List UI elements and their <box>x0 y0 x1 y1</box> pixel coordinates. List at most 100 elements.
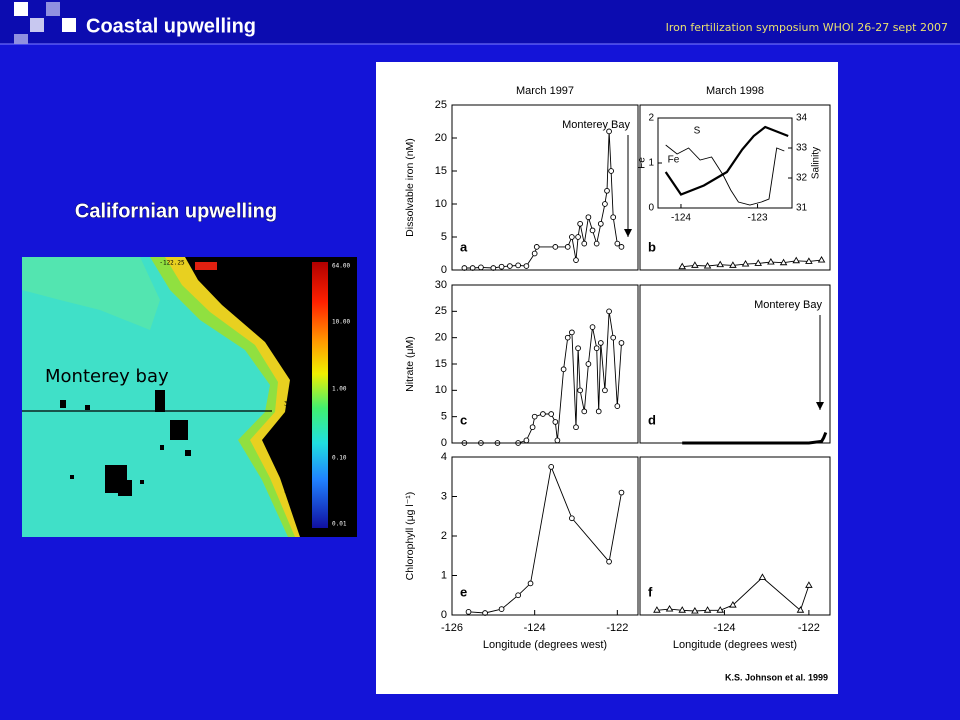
data-point <box>614 240 621 247</box>
inset-y2-tick-label: 32 <box>796 173 808 184</box>
panel: d Monterey Bay <box>639 284 831 445</box>
inset-x-tick-label: -124 <box>671 213 691 224</box>
y-tick-label: 10 <box>435 198 447 210</box>
colorbar-label: 64.00 <box>332 263 350 270</box>
data-point <box>531 250 538 257</box>
inset-y2-tick-label: 33 <box>796 143 808 154</box>
data-point <box>523 263 530 269</box>
data-point <box>593 240 600 247</box>
data-point <box>608 168 614 174</box>
data-point <box>805 257 813 264</box>
data-point <box>691 261 699 268</box>
data-line <box>656 576 810 612</box>
inset-y2-tick-label: 31 <box>796 203 808 214</box>
annotation: Monterey Bay <box>754 299 822 311</box>
data-point <box>716 606 725 613</box>
y-tick-label: 0 <box>441 609 447 621</box>
data-point <box>585 361 592 367</box>
data-point <box>585 214 592 221</box>
y-tick-label: 20 <box>435 132 447 144</box>
data-point <box>533 244 540 250</box>
data-point <box>606 558 612 565</box>
inset-line <box>665 144 785 206</box>
data-point <box>754 259 763 266</box>
data-point <box>758 573 767 580</box>
credit: K.S. Johnson et al. 1999 <box>725 672 828 682</box>
x-axis-label: Longitude (degrees west) <box>673 639 797 651</box>
slide-subtitle: Iron fertilization symposium WHOI 26-27 … <box>666 21 948 34</box>
data-point <box>569 329 575 336</box>
data-point <box>554 437 561 444</box>
data-point <box>589 227 596 234</box>
y-tick-label: 10 <box>435 384 447 396</box>
data-point <box>767 257 775 265</box>
x-tick-label: -124 <box>713 622 735 634</box>
y-tick-label: 5 <box>441 231 447 243</box>
y-tick-label: 25 <box>435 99 447 111</box>
data-point <box>564 334 571 341</box>
data-point <box>523 437 530 444</box>
lat-label: 37.50 <box>284 269 302 276</box>
data-point <box>595 408 602 415</box>
inset-y2-label: Salinity <box>811 147 822 179</box>
inset-y-label: Fe <box>637 157 648 169</box>
data-point <box>548 464 555 470</box>
y-tick-label: 0 <box>441 437 447 449</box>
data-point <box>741 259 750 267</box>
data-point <box>552 244 559 250</box>
data-point <box>805 581 813 588</box>
data-point <box>597 340 604 346</box>
lat-label: 36.25 <box>284 488 302 495</box>
inset-series-label: S <box>694 126 701 137</box>
map-labels: Monterey bay -122.25 -122 -121.75 37.50 37.25… <box>45 260 350 528</box>
panel-letter: d <box>648 412 656 427</box>
lon-label: -122 <box>221 260 236 267</box>
data-point <box>703 606 712 613</box>
data-point <box>515 262 521 269</box>
header-bar <box>0 0 960 44</box>
panel-letter: b <box>648 239 656 254</box>
data-point <box>515 592 521 599</box>
data-point <box>610 334 617 341</box>
data-point <box>610 214 617 221</box>
data-point <box>540 411 546 417</box>
data-point <box>465 608 472 615</box>
data-point <box>792 256 801 264</box>
column-title: March 1997 <box>516 85 574 97</box>
y-tick-label: 15 <box>435 358 447 370</box>
data-point <box>573 257 579 263</box>
y-tick-label: 1 <box>441 569 447 581</box>
data-line <box>464 131 622 269</box>
data-point <box>703 261 712 269</box>
data-point <box>618 489 625 496</box>
y-tick-label: 2 <box>441 530 447 542</box>
panel-letter: a <box>460 239 468 254</box>
data-point <box>498 263 505 270</box>
data-point <box>581 408 588 415</box>
data-point <box>593 345 600 352</box>
slide-title: Coastal upwelling <box>86 15 256 37</box>
lat-label: 36.75 <box>284 401 302 408</box>
inset-y-tick-label: 1 <box>648 158 654 169</box>
inset-line <box>664 125 789 196</box>
data-point <box>614 403 621 409</box>
y-axis-label: Dissolvable iron (nM) <box>404 138 416 237</box>
data-point <box>575 234 581 240</box>
data-point <box>560 366 567 373</box>
panel-letter: c <box>460 412 467 427</box>
y-tick-label: 30 <box>435 279 447 291</box>
colorbar-label: 1.00 <box>332 386 347 393</box>
data-point <box>678 606 687 613</box>
y-tick-label: 4 <box>441 451 447 463</box>
x-tick-label: -126 <box>441 622 463 634</box>
lat-label: 37.25 <box>284 313 302 320</box>
data-point <box>581 240 588 247</box>
data-point <box>606 128 612 135</box>
data-point <box>602 387 608 394</box>
panel-frame <box>639 104 831 271</box>
lat-label: 36.50 <box>284 444 302 451</box>
lon-label: -121.75 <box>249 260 275 267</box>
y-tick-label: 20 <box>435 332 447 344</box>
